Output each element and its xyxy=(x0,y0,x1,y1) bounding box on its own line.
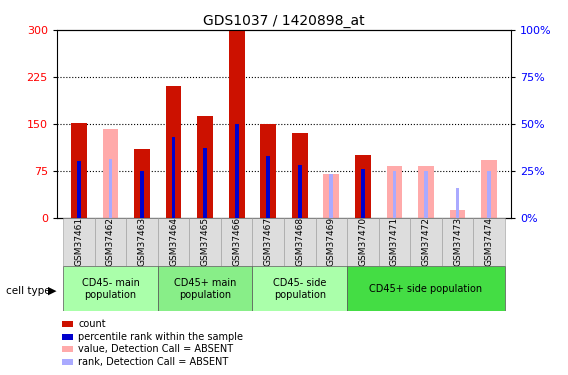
Bar xyxy=(450,210,465,218)
FancyBboxPatch shape xyxy=(126,217,158,266)
Text: GSM37462: GSM37462 xyxy=(106,217,115,266)
Bar xyxy=(71,123,87,218)
Text: GSM37471: GSM37471 xyxy=(390,217,399,266)
Bar xyxy=(329,174,333,217)
FancyBboxPatch shape xyxy=(379,217,410,266)
Bar xyxy=(298,165,302,218)
FancyBboxPatch shape xyxy=(347,217,379,266)
Bar xyxy=(487,171,491,217)
Text: count: count xyxy=(78,320,106,329)
Bar xyxy=(481,160,497,218)
Bar xyxy=(77,161,81,218)
Text: CD45- main
population: CD45- main population xyxy=(81,278,139,300)
FancyBboxPatch shape xyxy=(189,217,221,266)
Bar xyxy=(266,156,270,218)
Text: GSM37466: GSM37466 xyxy=(232,217,241,266)
Text: percentile rank within the sample: percentile rank within the sample xyxy=(78,332,243,342)
Bar xyxy=(108,159,112,218)
Text: GSM37470: GSM37470 xyxy=(358,217,367,266)
Bar xyxy=(140,171,144,217)
Text: GSM37473: GSM37473 xyxy=(453,217,462,266)
FancyBboxPatch shape xyxy=(252,266,347,311)
Bar xyxy=(387,166,402,218)
Text: GSM37464: GSM37464 xyxy=(169,217,178,266)
Bar xyxy=(166,86,181,218)
FancyBboxPatch shape xyxy=(95,217,126,266)
Bar xyxy=(134,149,150,217)
Text: GSM37467: GSM37467 xyxy=(264,217,273,266)
FancyBboxPatch shape xyxy=(158,266,252,311)
Text: CD45- side
population: CD45- side population xyxy=(273,278,327,300)
FancyBboxPatch shape xyxy=(316,217,347,266)
Text: cell type: cell type xyxy=(6,286,51,296)
Title: GDS1037 / 1420898_at: GDS1037 / 1420898_at xyxy=(203,13,365,28)
Bar xyxy=(172,137,176,218)
FancyBboxPatch shape xyxy=(158,217,189,266)
Bar xyxy=(103,129,118,217)
Text: CD45+ main
population: CD45+ main population xyxy=(174,278,236,300)
FancyBboxPatch shape xyxy=(442,217,473,266)
Text: GSM37469: GSM37469 xyxy=(327,217,336,266)
Bar xyxy=(355,155,371,218)
Text: GSM37463: GSM37463 xyxy=(137,217,147,266)
Bar xyxy=(197,116,213,218)
Text: value, Detection Call = ABSENT: value, Detection Call = ABSENT xyxy=(78,344,233,354)
Bar xyxy=(424,171,428,217)
FancyBboxPatch shape xyxy=(410,217,442,266)
Text: CD45+ side population: CD45+ side population xyxy=(369,284,483,294)
Text: GSM37465: GSM37465 xyxy=(201,217,210,266)
Text: rank, Detection Call = ABSENT: rank, Detection Call = ABSENT xyxy=(78,357,229,366)
FancyBboxPatch shape xyxy=(63,217,95,266)
Text: GSM37474: GSM37474 xyxy=(485,217,494,266)
FancyBboxPatch shape xyxy=(347,266,505,311)
FancyBboxPatch shape xyxy=(252,217,284,266)
Text: GSM37468: GSM37468 xyxy=(295,217,304,266)
Bar xyxy=(323,174,339,217)
Bar xyxy=(361,169,365,217)
Bar xyxy=(229,31,245,217)
Text: GSM37472: GSM37472 xyxy=(421,217,431,266)
Bar xyxy=(203,148,207,217)
Bar xyxy=(392,171,396,217)
FancyBboxPatch shape xyxy=(284,217,316,266)
Bar xyxy=(260,124,276,218)
Bar xyxy=(235,124,239,218)
Text: ▶: ▶ xyxy=(48,286,57,296)
FancyBboxPatch shape xyxy=(221,217,252,266)
Bar xyxy=(456,188,460,218)
Bar xyxy=(292,133,308,218)
FancyBboxPatch shape xyxy=(473,217,505,266)
Bar xyxy=(418,166,434,218)
Text: GSM37461: GSM37461 xyxy=(74,217,83,266)
FancyBboxPatch shape xyxy=(63,266,158,311)
